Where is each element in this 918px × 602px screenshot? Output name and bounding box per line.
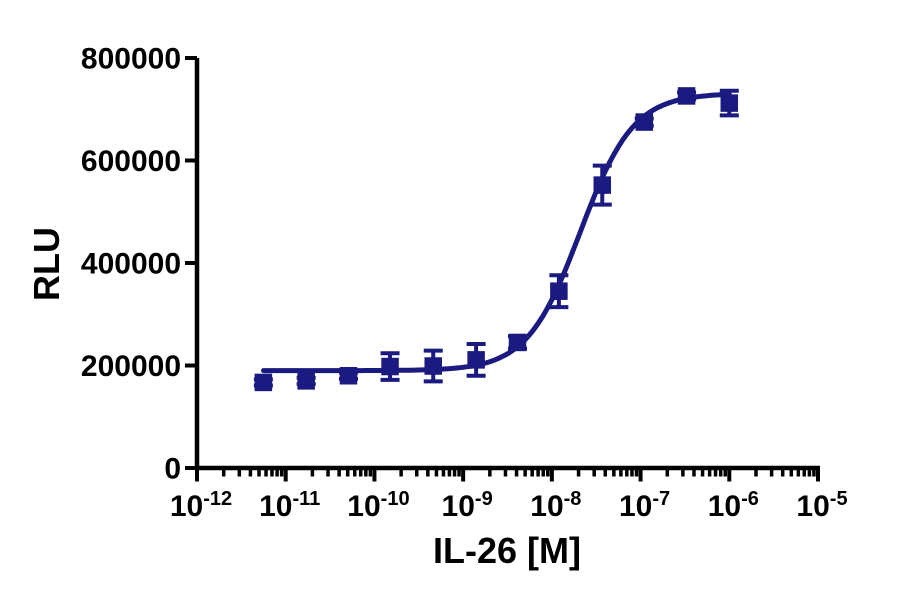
data-point-marker	[381, 357, 399, 376]
fit-curve	[261, 91, 732, 374]
y-tick-label: 800000	[81, 43, 181, 76]
data-point-marker	[593, 176, 612, 194]
data-point-marker	[550, 282, 568, 300]
data-point-marker	[254, 373, 273, 392]
y-axis-ticks: 0 200000 400000 600000 800000	[81, 43, 197, 486]
x-tick-label: 10-11	[259, 488, 320, 523]
x-axis-title: IL-26 [M]	[433, 530, 581, 571]
data-point-marker	[677, 87, 696, 105]
y-tick-label: 400000	[81, 248, 181, 281]
data-point-marker	[297, 372, 315, 390]
data-point-marker	[720, 94, 739, 112]
x-tick-label: 10-8	[530, 488, 581, 523]
y-tick-label: 0	[164, 453, 181, 486]
data-point-marker	[424, 357, 442, 375]
x-tick-label: 10-5	[796, 488, 847, 523]
series-il-26-dose-response	[253, 87, 739, 392]
data-point-marker	[339, 367, 358, 385]
x-axis-ticks: 10-12 10-11 10-10 10-9 10-8 10-7 10-6 10-5	[170, 468, 848, 523]
y-tick-label: 600000	[81, 145, 181, 178]
data-point-marker	[508, 333, 527, 352]
x-tick-label: 10-7	[619, 488, 670, 523]
x-tick-label: 10-12	[170, 488, 232, 523]
data-point-marker	[467, 351, 485, 369]
y-tick-label: 200000	[81, 350, 181, 383]
x-tick-label: 10-10	[347, 488, 409, 523]
x-tick-label: 10-9	[442, 488, 493, 523]
data-point-marker	[635, 113, 653, 131]
x-tick-label: 10-6	[708, 488, 759, 523]
y-axis-title: RLU	[26, 227, 67, 301]
axes	[194, 58, 820, 471]
